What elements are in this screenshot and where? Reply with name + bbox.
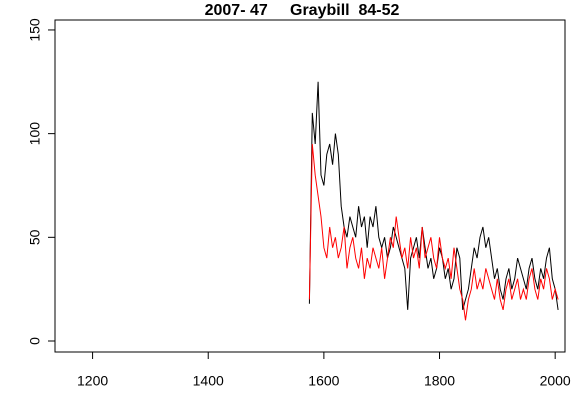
x-tick-label: 1600 [308,373,339,389]
series-line [308,81,559,311]
plot-box [54,19,566,353]
x-tick-label: 1400 [193,373,224,389]
y-tick-label: 0 [27,337,43,345]
y-tick-label: 100 [27,122,43,146]
x-tick-label: 1200 [77,373,108,389]
x-tick-label: 2000 [540,373,571,389]
chart-title: 2007- 47 Graybill 84-52 [205,2,400,19]
x-tick-label: 1800 [424,373,455,389]
series-line [308,143,559,321]
y-tick-label: 50 [27,229,43,245]
y-tick-label: 150 [27,18,43,42]
